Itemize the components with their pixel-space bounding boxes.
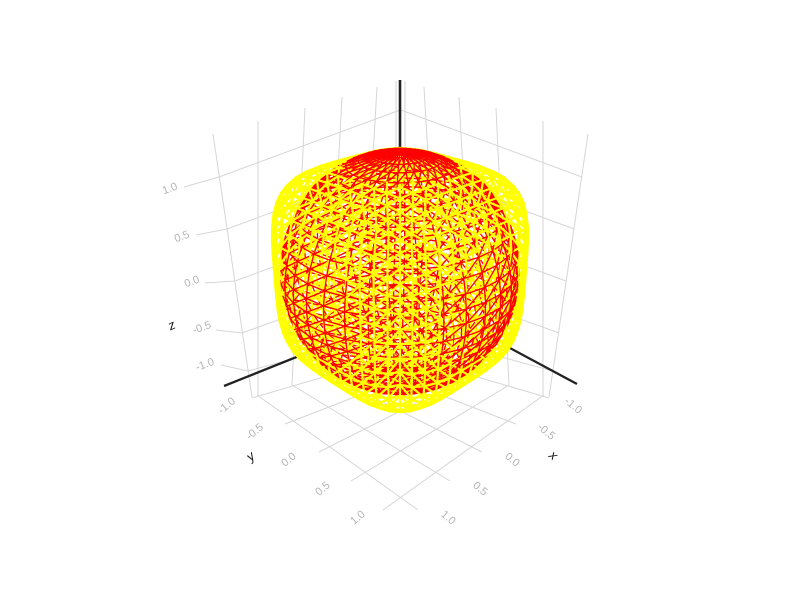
y-axis-line xyxy=(507,345,578,386)
z-axis-title: z xyxy=(165,317,179,334)
y-tick-label: 0.0 xyxy=(279,450,298,469)
x-tick-label: -1.0 xyxy=(562,395,584,416)
z-tick-label: 0.5 xyxy=(173,229,191,246)
z-tick-label: -0.5 xyxy=(191,319,213,337)
y-tick-label: -1.0 xyxy=(216,395,238,416)
wireframe-mesh-layer[interactable] xyxy=(270,146,530,414)
z-tick-label: -1.0 xyxy=(194,356,216,374)
y-tick-label: 1.0 xyxy=(348,508,367,527)
z-tick-label: 1.0 xyxy=(161,181,179,198)
y-tick-label: -0.5 xyxy=(244,421,266,442)
y-tick-label: 0.5 xyxy=(313,479,332,498)
x-axis-title: x xyxy=(546,447,562,464)
x-tick-label: 0.5 xyxy=(470,479,489,498)
x-tick-label: 1.0 xyxy=(438,508,457,527)
z-tick-label: 0.0 xyxy=(183,274,201,291)
x-tick-label: 0.0 xyxy=(502,450,521,469)
y-axis-title: y xyxy=(242,447,259,464)
x-tick-label: -0.5 xyxy=(535,421,557,442)
